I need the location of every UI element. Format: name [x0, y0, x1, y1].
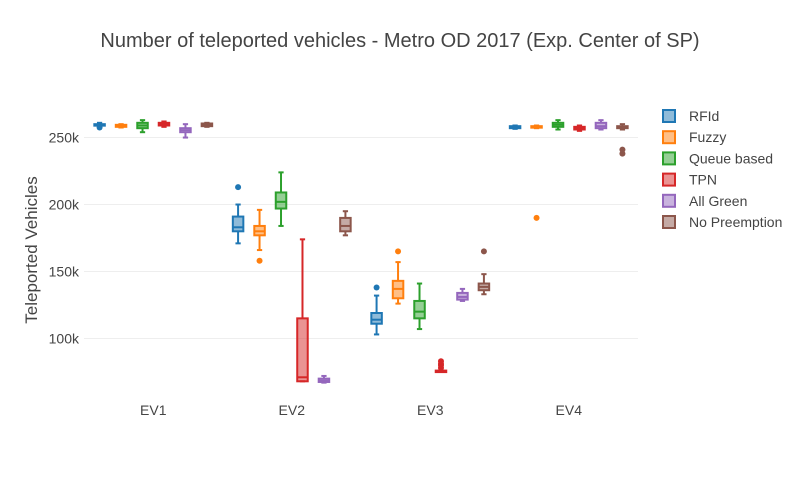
- box[interactable]: [93, 121, 106, 131]
- outlier-point: [533, 214, 540, 221]
- box[interactable]: [391, 248, 405, 305]
- box[interactable]: [317, 374, 331, 384]
- box[interactable]: [434, 358, 448, 374]
- series-rfid: [93, 121, 522, 336]
- legend-item-all-green[interactable]: All Green: [662, 193, 747, 209]
- legend-swatch: [662, 172, 676, 187]
- box-iqr: [296, 317, 309, 383]
- box[interactable]: [339, 210, 352, 237]
- outlier-point: [96, 124, 103, 131]
- box[interactable]: [370, 284, 383, 336]
- y-tick-label: 200k: [49, 197, 80, 213]
- outlier-point: [437, 358, 444, 365]
- x-tick-label: EV4: [556, 402, 583, 418]
- box[interactable]: [296, 238, 309, 383]
- legend-label: TPN: [689, 172, 717, 188]
- legend-swatch: [662, 215, 676, 229]
- series-queue-based: [136, 119, 565, 331]
- box-iqr: [339, 216, 352, 233]
- series-fuzzy: [114, 123, 543, 305]
- legend-item-tpn[interactable]: TPN: [662, 172, 717, 188]
- y-tick-label: 100k: [49, 330, 80, 346]
- box-iqr: [370, 312, 383, 325]
- box[interactable]: [231, 184, 245, 245]
- legend-item-queue-based[interactable]: Queue based: [662, 150, 773, 166]
- box[interactable]: [179, 123, 192, 139]
- y-axis-ticks: 100k 150k 200k 250k: [49, 130, 80, 347]
- box[interactable]: [136, 119, 149, 134]
- box[interactable]: [413, 282, 426, 331]
- x-tick-label: EV3: [417, 402, 444, 418]
- legend[interactable]: RFId Fuzzy Queue based TPN All Green No Preem…: [662, 108, 782, 230]
- legend-label: Fuzzy: [689, 129, 726, 145]
- y-tick-label: 250k: [49, 130, 80, 146]
- box[interactable]: [551, 119, 565, 131]
- legend-item-no-preemption[interactable]: No Preemption: [662, 214, 782, 230]
- y-tick-label: 150k: [49, 263, 80, 279]
- box-iqr: [231, 215, 245, 233]
- outlier-point: [256, 257, 263, 264]
- box-iqr: [274, 191, 288, 210]
- y-axis-title: Teleported Vehicles: [22, 176, 41, 323]
- legend-label: All Green: [689, 193, 747, 209]
- legend-label: RFId: [689, 108, 719, 124]
- box[interactable]: [274, 171, 288, 227]
- legend-item-rfid[interactable]: RFId: [662, 108, 719, 124]
- box[interactable]: [200, 121, 214, 128]
- series-no-preemption: [200, 121, 629, 296]
- box[interactable]: [594, 119, 608, 131]
- outlier-point: [235, 184, 242, 191]
- box[interactable]: [253, 208, 266, 264]
- box-series: [93, 119, 629, 384]
- series-tpn: [157, 120, 586, 383]
- legend-item-fuzzy[interactable]: Fuzzy: [662, 129, 726, 145]
- box[interactable]: [508, 124, 522, 130]
- x-tick-label: EV1: [140, 402, 167, 418]
- box[interactable]: [616, 123, 629, 157]
- box[interactable]: [456, 287, 469, 302]
- box[interactable]: [477, 248, 491, 296]
- outlier-point: [373, 284, 380, 291]
- legend-swatch: [662, 193, 676, 208]
- box[interactable]: [573, 124, 586, 132]
- box[interactable]: [114, 123, 128, 129]
- legend-swatch: [662, 151, 676, 166]
- legend-label: Queue based: [689, 150, 773, 166]
- series-all-green: [179, 119, 608, 384]
- box[interactable]: [157, 120, 171, 128]
- legend-label: No Preemption: [689, 214, 782, 230]
- legend-swatch: [662, 109, 676, 123]
- outlier-point: [480, 248, 487, 255]
- box[interactable]: [530, 124, 543, 221]
- legend-swatch: [662, 130, 676, 145]
- chart-title: Number of teleported vehicles - Metro OD…: [100, 30, 700, 52]
- outlier-point: [619, 146, 626, 153]
- outlier-point: [395, 248, 402, 255]
- box-iqr: [413, 299, 426, 320]
- gridlines: [84, 137, 638, 339]
- x-axis-ticks: EV1 EV2 EV3 EV4: [140, 402, 582, 418]
- x-tick-label: EV2: [279, 402, 306, 418]
